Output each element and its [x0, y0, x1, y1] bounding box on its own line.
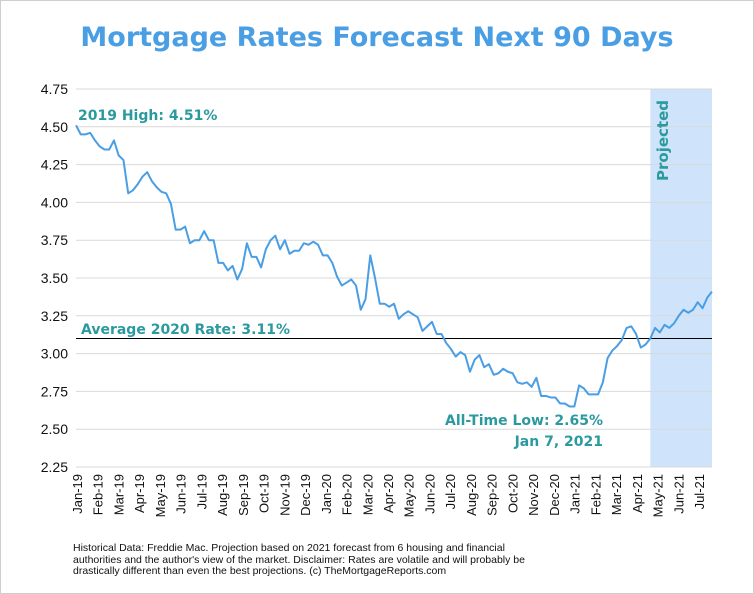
- y-tick-label: 4.25: [41, 157, 68, 173]
- x-tick-label: Jun-21: [671, 474, 686, 514]
- x-tick-label: Jun-19: [174, 474, 189, 514]
- x-tick-label: Jan-21: [568, 474, 583, 514]
- x-tick-label: Sep-20: [485, 474, 500, 516]
- y-axis-ticks: 4.75 4.50 4.25 4.00 3.75 3.50 3.25 3.00 2.75 2.50…: [41, 81, 68, 475]
- x-tick-label: Apr-20: [381, 474, 396, 513]
- y-tick-label: 3.00: [41, 346, 68, 362]
- y-tick-label: 2.75: [41, 383, 68, 399]
- x-tick-label: Mar-19: [111, 474, 126, 515]
- y-tick-label: 3.75: [41, 232, 68, 248]
- x-tick-label: Dec-19: [298, 474, 313, 516]
- x-tick-label: Aug-19: [215, 474, 230, 516]
- y-tick-label: 4.50: [41, 119, 68, 135]
- x-tick-label: Apr-21: [630, 474, 645, 513]
- x-tick-label: Mar-20: [360, 474, 375, 515]
- x-axis-ticks: Jan-19 Feb-19 Mar-19 Apr-19 May-19 Jun-19 Jul-…: [70, 474, 707, 517]
- x-tick-label: Feb-21: [588, 474, 603, 515]
- y-tick-label: 2.25: [41, 459, 68, 475]
- chart-title: Mortgage Rates Forecast Next 90 Days: [80, 22, 674, 53]
- x-tick-label: Jun-20: [422, 474, 437, 514]
- x-tick-label: Aug-20: [464, 474, 479, 516]
- annotation-average-2020: Average 2020 Rate: 3.11%: [81, 322, 290, 338]
- x-tick-label: Dec-20: [547, 474, 562, 516]
- x-tick-label: Mar-21: [609, 474, 624, 515]
- annotation-all-time-low: All-Time Low: 2.65%: [445, 413, 603, 429]
- gridlines: [76, 88, 712, 468]
- y-tick-label: 4.75: [41, 81, 68, 97]
- x-tick-label: Jul-20: [443, 474, 458, 509]
- y-tick-label: 2.50: [41, 421, 68, 437]
- x-tick-label: Oct-19: [257, 474, 272, 513]
- x-tick-label: Sep-19: [236, 474, 251, 516]
- x-tick-label: Jul-21: [692, 474, 707, 509]
- y-tick-label: 4.00: [41, 194, 68, 210]
- x-tick-label: May-21: [651, 474, 666, 517]
- mortgage-rate-series-line: [75, 124, 713, 408]
- x-tick-label: May-20: [402, 474, 417, 517]
- projected-region-label: Projected: [654, 100, 672, 181]
- y-tick-label: 3.50: [41, 270, 68, 286]
- x-tick-label: May-19: [153, 474, 168, 517]
- x-tick-label: Nov-19: [277, 474, 292, 516]
- x-tick-label: Nov-20: [526, 474, 541, 516]
- footnote-text: Historical Data: Freddie Mac. Projection…: [73, 542, 525, 577]
- x-tick-label: Jan-20: [319, 474, 334, 514]
- annotation-2019-high: 2019 High: 4.51%: [78, 108, 217, 124]
- x-tick-label: Oct-20: [505, 474, 520, 513]
- y-tick-label: 3.25: [41, 308, 68, 324]
- x-tick-label: Jul-19: [194, 474, 209, 509]
- x-tick-label: Apr-19: [132, 474, 147, 513]
- x-tick-label: Jan-19: [70, 474, 85, 514]
- x-tick-label: Feb-19: [91, 474, 106, 515]
- annotation-all-time-low-date: Jan 7, 2021: [514, 434, 603, 450]
- x-tick-label: Feb-20: [340, 474, 355, 515]
